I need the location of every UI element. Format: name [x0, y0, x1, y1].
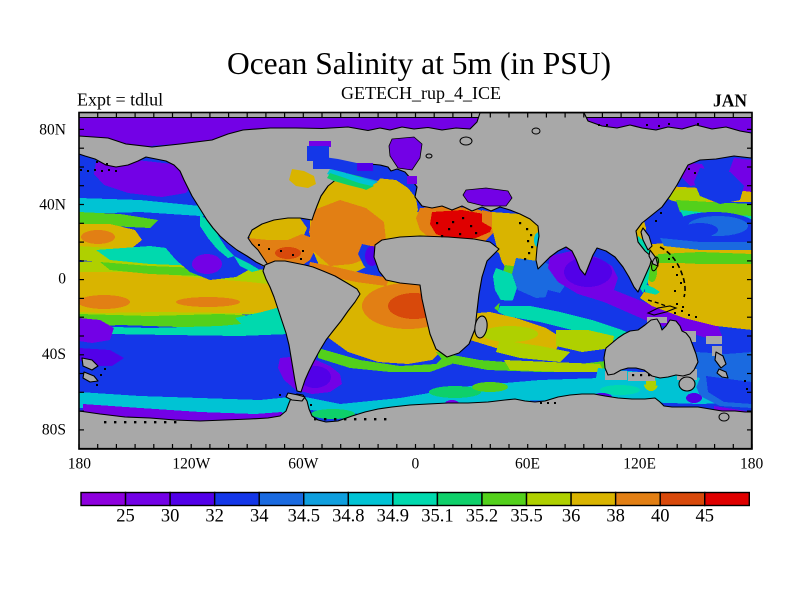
svg-text:30: 30: [161, 507, 180, 527]
svg-text:Expt = tdlul: Expt = tdlul: [77, 90, 163, 110]
svg-text:Ocean Salinity at 5m (in PSU): Ocean Salinity at 5m (in PSU): [227, 46, 611, 81]
svg-text:40S: 40S: [42, 346, 66, 363]
svg-text:80N: 80N: [39, 122, 66, 139]
svg-text:120E: 120E: [623, 456, 656, 473]
svg-text:36: 36: [562, 507, 581, 527]
svg-text:0: 0: [412, 456, 420, 473]
svg-text:34.8: 34.8: [332, 507, 364, 527]
svg-text:35.5: 35.5: [510, 507, 542, 527]
svg-text:GETECH_rup_4_ICE: GETECH_rup_4_ICE: [341, 83, 501, 103]
svg-text:180: 180: [740, 456, 764, 473]
svg-text:34.9: 34.9: [377, 507, 409, 527]
svg-text:45: 45: [696, 507, 715, 527]
svg-text:60E: 60E: [515, 456, 540, 473]
svg-text:180: 180: [68, 456, 92, 473]
svg-text:120W: 120W: [172, 456, 210, 473]
svg-text:34.5: 34.5: [288, 507, 320, 527]
svg-text:34: 34: [250, 507, 269, 527]
svg-text:80S: 80S: [42, 422, 66, 439]
svg-text:32: 32: [205, 507, 224, 527]
svg-text:38: 38: [606, 507, 625, 527]
svg-text:JAN: JAN: [713, 91, 747, 111]
svg-text:40N: 40N: [39, 197, 66, 214]
svg-text:25: 25: [116, 507, 135, 527]
svg-text:60W: 60W: [288, 456, 319, 473]
svg-text:35.2: 35.2: [466, 507, 498, 527]
svg-text:0: 0: [58, 270, 66, 287]
svg-text:35.1: 35.1: [421, 507, 453, 527]
svg-text:40: 40: [651, 507, 670, 527]
